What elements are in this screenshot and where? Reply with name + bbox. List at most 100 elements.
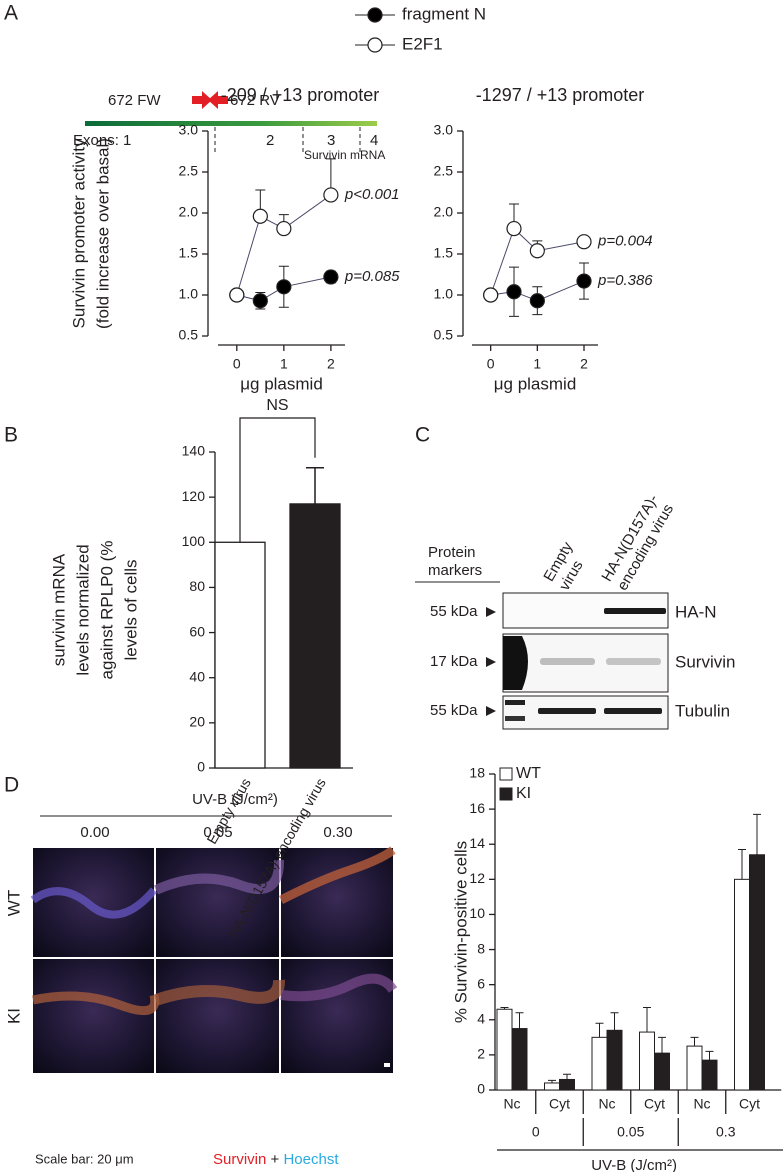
tissue-layer — [154, 979, 285, 1006]
micrograph — [33, 848, 154, 957]
error-bar — [690, 1036, 699, 1047]
legend-label: WT — [516, 765, 541, 782]
error-bar — [595, 1022, 604, 1038]
band — [538, 708, 596, 714]
stain-legend: Survivin + Hoechst — [213, 1151, 339, 1168]
x-tick-label: 1 — [280, 356, 288, 372]
y-tick-label: 8 — [477, 940, 485, 956]
exon-label: 4 — [370, 132, 378, 149]
p-value: p=0.386 — [597, 272, 653, 289]
x-tick-label: Nc — [693, 1096, 710, 1112]
legend-marker — [367, 37, 383, 53]
legend-swatch — [499, 767, 513, 781]
y-tick-label: 10 — [469, 905, 485, 921]
p-value: p=0.085 — [344, 268, 400, 285]
data-point — [483, 287, 499, 303]
y-tick-label: 2 — [477, 1046, 485, 1062]
error-bar — [658, 1036, 666, 1054]
marker-band — [503, 636, 528, 690]
y-tick-label: 2.0 — [179, 204, 199, 220]
p-value: p=0.004 — [597, 233, 653, 250]
band-label: HA-N — [675, 602, 717, 621]
panel-label: D — [4, 774, 19, 797]
marker-label: 17 kDa — [430, 653, 478, 670]
error-bar — [515, 1012, 524, 1029]
diagram-caption: Survivin mRNA — [304, 148, 385, 162]
tissue-layer — [32, 991, 160, 1016]
y-tick-label: 2.5 — [179, 163, 199, 179]
lane-label: HA-N(D157A)-encoding virus — [598, 492, 677, 594]
x-tick-label: 0 — [233, 356, 241, 372]
series-line — [236, 194, 332, 296]
y-tick-label: 1.5 — [179, 245, 199, 261]
y-tick-label: 40 — [189, 668, 205, 684]
bar — [654, 1052, 670, 1091]
y-tick-label: 4 — [477, 1010, 485, 1026]
y-tick-label: 3.0 — [434, 122, 454, 138]
data-point — [529, 243, 545, 259]
y-tick-label: 3.0 — [179, 122, 199, 138]
panel-label: C — [415, 424, 430, 447]
series-line — [236, 276, 331, 302]
band-label: Tubulin — [675, 701, 730, 720]
marker-arrow — [486, 607, 496, 617]
band — [604, 608, 666, 614]
data-point — [229, 287, 245, 303]
tissue-layer — [278, 846, 396, 905]
y-axis-label: levels normalized — [73, 544, 92, 675]
data-point — [576, 273, 592, 289]
band — [604, 708, 662, 714]
data-point — [323, 187, 339, 203]
exon-label: Exons: 1 — [73, 132, 131, 149]
dose-axis-label: UV-B (J/cm²) — [192, 791, 278, 808]
micrograph — [156, 848, 279, 957]
y-tick-label: 0 — [477, 1081, 485, 1097]
error-bar — [705, 1050, 714, 1061]
tissue-layer — [280, 973, 398, 1002]
chart-title: -209 / +13 promoter — [221, 85, 380, 105]
error-bar — [738, 848, 746, 880]
x-axis-label: μg plasmid — [494, 374, 577, 393]
group-label: 0 — [532, 1124, 540, 1140]
y-tick-label: 6 — [477, 975, 485, 991]
x-tick-label: 2 — [580, 356, 588, 372]
y-tick-label: 18 — [469, 765, 485, 781]
bar — [606, 1029, 623, 1091]
primer-label: 672 RV — [230, 92, 280, 109]
significance-label: NS — [266, 397, 288, 414]
y-tick-label: 2.0 — [434, 204, 454, 220]
scale-bar — [384, 1063, 390, 1067]
micrograph — [156, 959, 279, 1073]
exon-label: 2 — [266, 132, 274, 149]
y-tick-label: 140 — [182, 443, 206, 459]
marker-label: 55 kDa — [430, 603, 478, 620]
primer-label: 672 FW — [108, 92, 161, 109]
x-tick-label: 0 — [487, 356, 495, 372]
dose-label: 0.00 — [80, 824, 109, 841]
y-tick-label: 1.0 — [434, 286, 454, 302]
data-point — [506, 284, 522, 300]
y-tick-label: 0.5 — [434, 327, 454, 343]
micrograph — [33, 959, 154, 1073]
bar — [749, 854, 765, 1091]
error-bar — [500, 1006, 509, 1010]
panel-label: A — [4, 2, 18, 25]
band — [606, 658, 661, 665]
error-bar — [610, 1012, 619, 1031]
group-label: 0.3 — [716, 1124, 736, 1140]
legend-marker — [367, 7, 383, 23]
x-tick-label: Cyt — [644, 1096, 665, 1112]
y-axis-label: against RPLP0 (% — [97, 541, 116, 680]
legend-label: KI — [516, 785, 531, 802]
primer-arrow — [192, 91, 212, 109]
tissue-layer — [153, 859, 285, 895]
x-tick-label: Nc — [598, 1096, 615, 1112]
group-label: 0.05 — [617, 1124, 644, 1140]
marker-label: 55 kDa — [430, 702, 478, 719]
y-tick-label: 60 — [189, 623, 205, 639]
y-axis-label: Survivin promoter activity — [69, 138, 88, 328]
panel-label: B — [4, 424, 18, 447]
blot-header: markers — [428, 562, 482, 579]
